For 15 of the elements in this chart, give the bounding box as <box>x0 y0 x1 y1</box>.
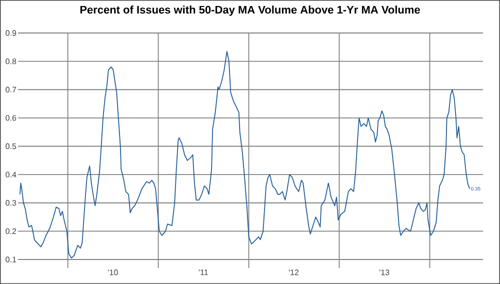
y-tick-label: 0.1 <box>6 256 16 262</box>
y-tick-label: 0.4 <box>6 172 16 178</box>
x-tick-label: '12 <box>288 270 299 276</box>
y-tick-label: 0.6 <box>6 115 16 121</box>
y-tick-label: 0.7 <box>6 86 16 92</box>
y-tick-label: 0.2 <box>6 228 16 234</box>
y-tick-label: 0.3 <box>6 200 16 206</box>
chart-title: Percent of Issues with 50-Day MA Volume Above 1-Yr MA Volume <box>80 6 420 16</box>
line-series <box>20 50 470 259</box>
y-tick-label: 0.5 <box>6 143 16 150</box>
x-tick-label: '10 <box>108 270 118 276</box>
y-tick-label: 0.8 <box>6 58 16 64</box>
x-tick-label: '11 <box>198 270 208 276</box>
x-tick-label: '13 <box>380 270 390 276</box>
y-tick-label: 0.9 <box>6 30 16 36</box>
